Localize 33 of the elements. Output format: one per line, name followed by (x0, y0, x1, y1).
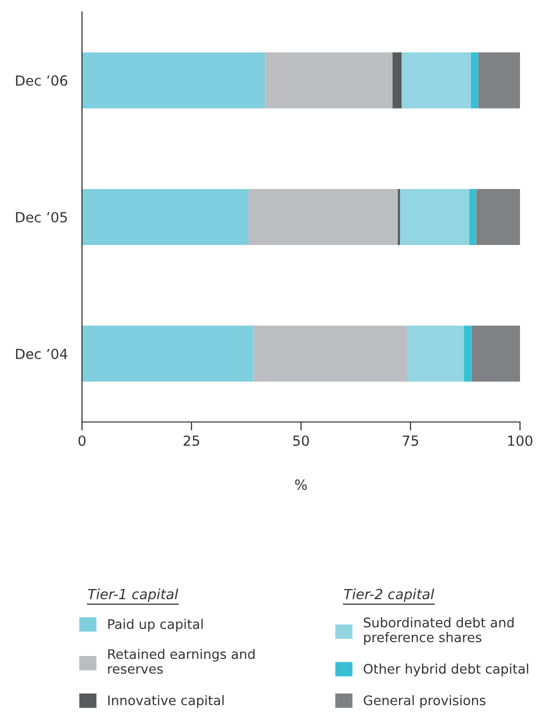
x-tick-label: 0 (78, 435, 86, 446)
legend-label: Innovative capital (108, 695, 224, 708)
bar (82, 326, 254, 382)
x-tick-label: 75 (402, 436, 418, 446)
bar (406, 326, 464, 382)
bar (253, 326, 407, 382)
bar (265, 52, 393, 108)
y-tick-label: Dec ’06 (16, 75, 68, 86)
x-axis-title: % (295, 479, 307, 490)
y-tick-label: Dec ’04 (16, 348, 68, 360)
legend-label: General provisions (364, 695, 486, 708)
legend-label: Retained earnings and reserves (108, 648, 255, 674)
legend-label: Other hybrid debt capital (364, 664, 528, 676)
x-tick-label: 50 (293, 435, 309, 446)
x-tick-label: 25 (184, 435, 200, 446)
bar (478, 52, 520, 108)
y-tick-label: Dec ’05 (16, 212, 67, 222)
bar (402, 52, 471, 108)
legend-label: Subordinated debt and preference shares (364, 617, 514, 645)
bar (464, 326, 472, 382)
bar (82, 52, 266, 108)
bar (470, 52, 478, 108)
bar (400, 188, 470, 246)
bar (472, 326, 520, 382)
bar (392, 52, 402, 108)
x-tick-label: 100 (508, 435, 532, 446)
text: Tier-1 capital (88, 588, 178, 602)
bar (469, 188, 476, 246)
bar (248, 188, 398, 246)
legend-label: Paid up capital (108, 618, 203, 632)
bar (476, 188, 520, 246)
bar (82, 188, 248, 246)
text: Tier-2 capital (344, 588, 434, 602)
